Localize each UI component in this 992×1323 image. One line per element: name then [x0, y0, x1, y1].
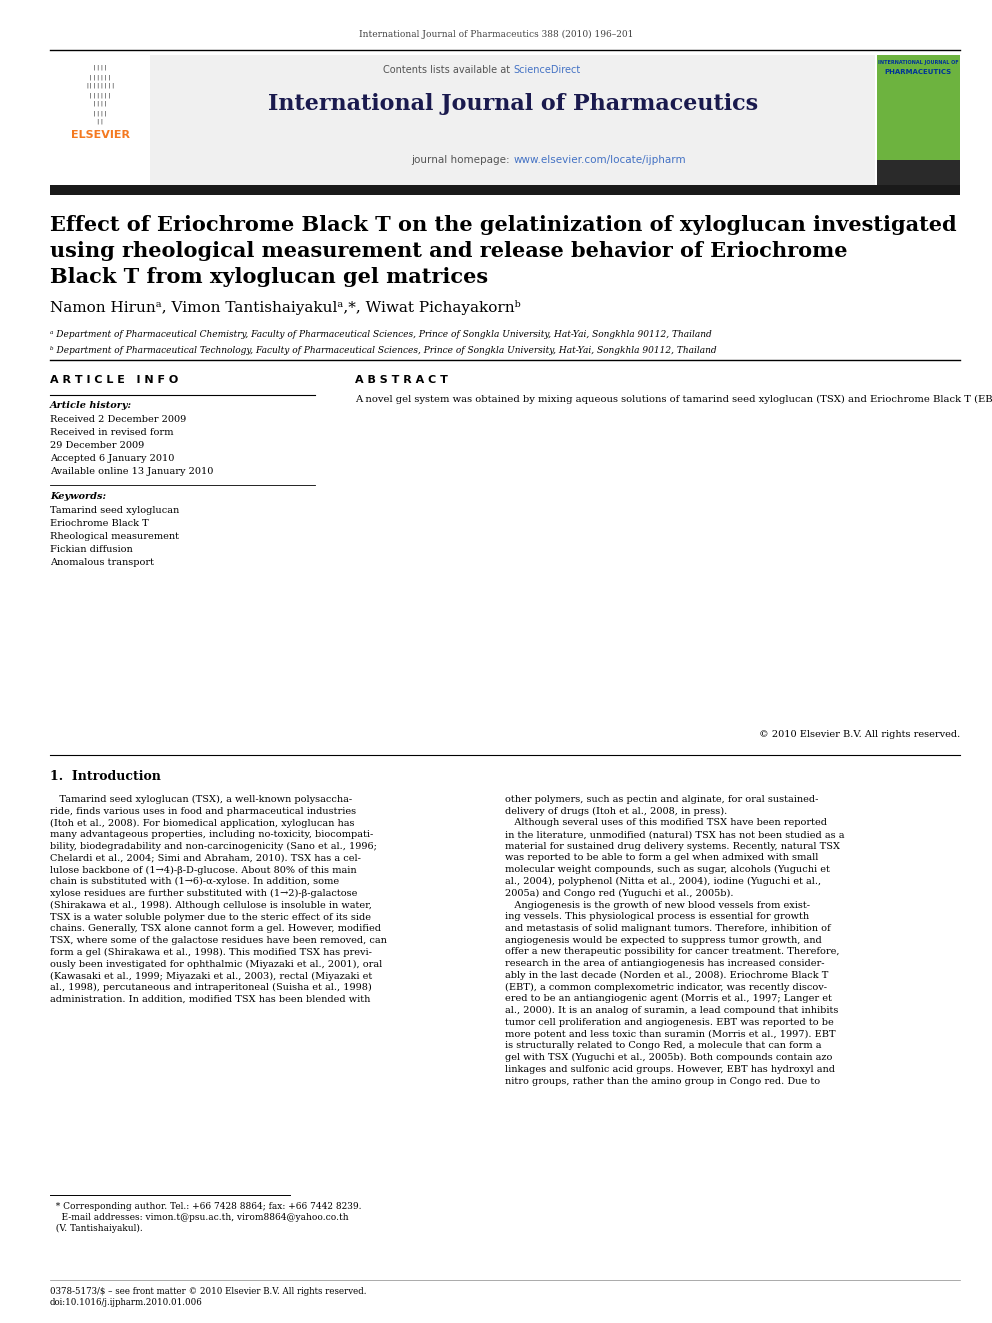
Text: A novel gel system was obtained by mixing aqueous solutions of tamarind seed xyl: A novel gel system was obtained by mixin…	[355, 396, 992, 404]
Text: International Journal of Pharmaceutics: International Journal of Pharmaceutics	[269, 93, 759, 115]
Text: A B S T R A C T: A B S T R A C T	[355, 374, 447, 385]
Text: 29 December 2009: 29 December 2009	[50, 441, 144, 450]
Text: Accepted 6 January 2010: Accepted 6 January 2010	[50, 454, 175, 463]
Bar	[50, 185, 960, 194]
Text: Tamarind seed xyloglucan: Tamarind seed xyloglucan	[50, 505, 180, 515]
Text: ᵃ Department of Pharmaceutical Chemistry, Faculty of Pharmaceutical Sciences, Pr: ᵃ Department of Pharmaceutical Chemistry…	[50, 329, 711, 339]
Text: ||||: ||||	[85, 110, 115, 115]
Text: ||||: ||||	[85, 65, 115, 70]
Text: Eriochrome Black T: Eriochrome Black T	[50, 519, 149, 528]
Text: ||||||: ||||||	[85, 74, 115, 79]
Text: Contents lists available at: Contents lists available at	[383, 65, 514, 75]
Text: Available online 13 January 2010: Available online 13 January 2010	[50, 467, 213, 476]
Text: Rheological measurement: Rheological measurement	[50, 532, 179, 541]
Text: Article history:: Article history:	[50, 401, 132, 410]
Text: Black T from xyloglucan gel matrices: Black T from xyloglucan gel matrices	[50, 267, 488, 287]
Text: ||: ||	[85, 119, 115, 124]
Text: 0378-5173/$ – see front matter © 2010 Elsevier B.V. All rights reserved.
doi:10.: 0378-5173/$ – see front matter © 2010 El…	[50, 1287, 366, 1307]
Text: Received in revised form: Received in revised form	[50, 429, 174, 437]
Text: International Journal of Pharmaceutics 388 (2010) 196–201: International Journal of Pharmaceutics 3…	[359, 30, 633, 40]
Text: journal homepage:: journal homepage:	[412, 155, 514, 165]
Text: Namon Hirunᵃ, Vimon Tantishaiyakulᵃ,*, Wiwat Pichayakornᵇ: Namon Hirunᵃ, Vimon Tantishaiyakulᵃ,*, W…	[50, 300, 521, 315]
Text: Tamarind seed xyloglucan (TSX), a well-known polysaccha-
ride, finds various use: Tamarind seed xyloglucan (TSX), a well-k…	[50, 795, 387, 1004]
Text: ELSEVIER: ELSEVIER	[70, 130, 130, 140]
Text: Received 2 December 2009: Received 2 December 2009	[50, 415, 186, 423]
Text: * Corresponding author. Tel.: +66 7428 8864; fax: +66 7442 8239.
    E-mail addr: * Corresponding author. Tel.: +66 7428 8…	[50, 1203, 361, 1233]
Text: Keywords:: Keywords:	[50, 492, 106, 501]
Bar	[877, 56, 960, 185]
Bar	[877, 160, 960, 185]
Text: ScienceDirect: ScienceDirect	[514, 65, 580, 75]
Text: Anomalous transport: Anomalous transport	[50, 558, 154, 568]
Bar	[50, 56, 150, 185]
Text: other polymers, such as pectin and alginate, for oral sustained-
delivery of dru: other polymers, such as pectin and algin…	[505, 795, 844, 1086]
Text: Effect of Eriochrome Black T on the gelatinization of xyloglucan investigated: Effect of Eriochrome Black T on the gela…	[50, 216, 956, 235]
Text: A R T I C L E   I N F O: A R T I C L E I N F O	[50, 374, 179, 385]
Text: INTERNATIONAL JOURNAL OF: INTERNATIONAL JOURNAL OF	[878, 60, 958, 65]
Text: 1.  Introduction: 1. Introduction	[50, 770, 161, 783]
Text: ||||: ||||	[85, 101, 115, 106]
Text: using rheological measurement and release behavior of Eriochrome: using rheological measurement and releas…	[50, 241, 847, 261]
Bar	[150, 56, 875, 185]
Text: PHARMACEUTICS: PHARMACEUTICS	[885, 69, 951, 75]
Text: © 2010 Elsevier B.V. All rights reserved.: © 2010 Elsevier B.V. All rights reserved…	[759, 730, 960, 740]
Text: ||||||||: ||||||||	[85, 83, 115, 89]
Text: www.elsevier.com/locate/ijpharm: www.elsevier.com/locate/ijpharm	[514, 155, 686, 165]
Text: Fickian diffusion: Fickian diffusion	[50, 545, 133, 554]
Text: ||||||: ||||||	[85, 93, 115, 98]
Text: ⬛: ⬛	[99, 75, 101, 79]
Text: ᵇ Department of Pharmaceutical Technology, Faculty of Pharmaceutical Sciences, P: ᵇ Department of Pharmaceutical Technolog…	[50, 347, 716, 355]
